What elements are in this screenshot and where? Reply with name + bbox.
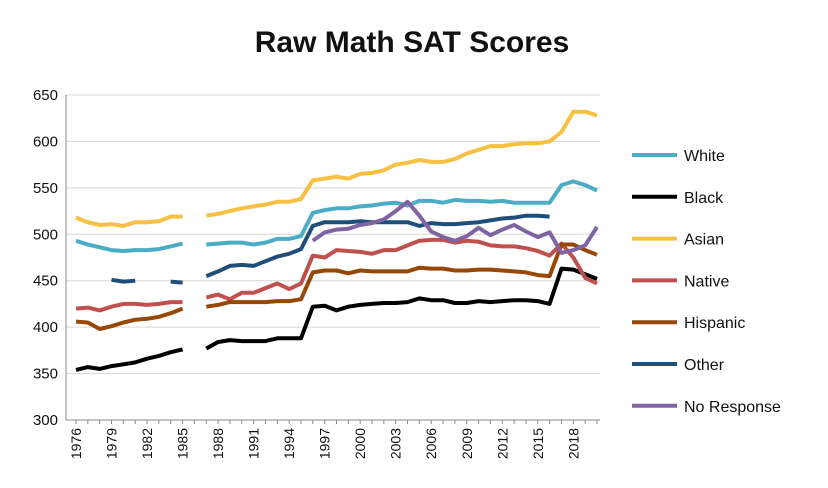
x-tick-label: 1976 bbox=[68, 428, 84, 459]
legend-label: Asian bbox=[684, 232, 724, 249]
series-line-segment bbox=[205, 266, 598, 351]
series-line-segment bbox=[75, 347, 184, 372]
x-tick-label: 1991 bbox=[246, 428, 262, 459]
gridlines bbox=[66, 94, 600, 375]
y-tick-label: 550 bbox=[33, 180, 58, 197]
legend-label: Black bbox=[684, 190, 724, 207]
series-line-segment bbox=[75, 214, 183, 228]
y-tick-label: 500 bbox=[33, 226, 58, 243]
x-tick-label: 1994 bbox=[281, 428, 297, 459]
y-tick-label: 350 bbox=[33, 366, 58, 383]
series-line-segment bbox=[205, 242, 598, 309]
x-tick-label: 1997 bbox=[317, 428, 333, 459]
x-tick-label: 1982 bbox=[139, 428, 155, 459]
x-tick-label: 2012 bbox=[494, 428, 510, 459]
series-line-segment bbox=[111, 277, 136, 284]
series-black bbox=[75, 266, 598, 372]
legend-item-black: Black bbox=[632, 190, 724, 207]
x-tick-label: 1979 bbox=[104, 428, 120, 459]
legend-label: Other bbox=[684, 357, 725, 374]
series-line-segment bbox=[205, 237, 598, 302]
y-tick-label: 450 bbox=[33, 273, 58, 290]
x-tick-label: 2015 bbox=[530, 428, 546, 459]
x-axis-ticks: 1976 1979 1982 1985 1988 1991 1994 1997 2000 2003… bbox=[68, 428, 581, 459]
series-line-segment bbox=[205, 109, 598, 218]
series-native bbox=[75, 237, 598, 313]
series-asian bbox=[75, 109, 598, 228]
series-line-segment bbox=[75, 238, 184, 253]
x-tick-label: 2003 bbox=[388, 428, 404, 459]
series-no-response bbox=[311, 199, 599, 255]
x-tick-label: 1985 bbox=[175, 428, 191, 459]
legend-item-other: Other bbox=[632, 357, 725, 374]
x-tick-label: 2006 bbox=[423, 428, 439, 459]
x-tick-label: 2009 bbox=[459, 428, 475, 459]
y-tick-label: 300 bbox=[33, 412, 58, 429]
legend-label: No Response bbox=[684, 399, 781, 416]
axes bbox=[65, 95, 600, 424]
legend-item-white: White bbox=[632, 148, 725, 165]
series-line-segment bbox=[75, 300, 183, 313]
series-hispanic bbox=[75, 242, 598, 331]
legend-item-asian: Asian bbox=[632, 232, 724, 249]
series-lines bbox=[75, 109, 599, 372]
series-line-segment bbox=[75, 306, 184, 331]
y-tick-label: 650 bbox=[33, 87, 58, 104]
legend-label: Hispanic bbox=[684, 315, 745, 332]
series-line-segment bbox=[170, 279, 183, 285]
y-tick-label: 400 bbox=[33, 319, 58, 336]
x-tick-label: 2000 bbox=[352, 428, 368, 459]
series-line-segment bbox=[311, 199, 599, 255]
legend: White Black Asian Native Hispanic Other No Res… bbox=[632, 148, 781, 416]
series-other bbox=[111, 213, 550, 285]
legend-item-hispanic: Hispanic bbox=[632, 315, 745, 332]
x-tick-label: 2018 bbox=[565, 428, 581, 459]
legend-item-no-response: No Response bbox=[632, 399, 781, 416]
x-tick-label: 1988 bbox=[210, 428, 226, 459]
y-axis-ticks: 650 600 550 500 450 400 350 300 bbox=[33, 87, 58, 429]
chart-title: Raw Math SAT Scores bbox=[255, 26, 570, 59]
legend-label: White bbox=[684, 148, 725, 165]
legend-item-native: Native bbox=[632, 273, 729, 290]
legend-label: Native bbox=[684, 273, 729, 290]
y-tick-label: 600 bbox=[33, 133, 58, 150]
